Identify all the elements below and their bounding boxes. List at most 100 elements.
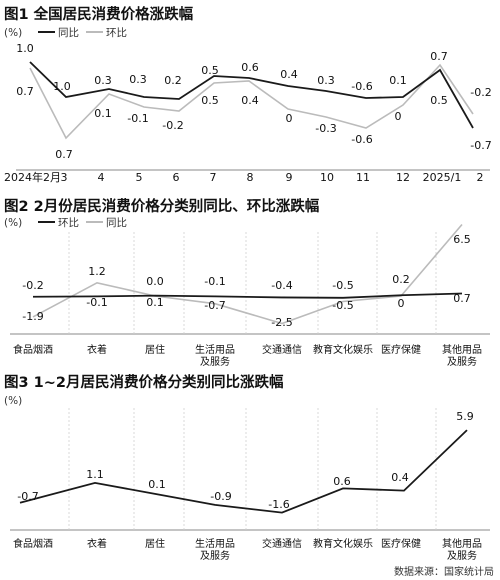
chart1-x-tick: 11	[356, 171, 370, 184]
chart1-series-yoy	[29, 61, 474, 129]
chart3-title: 图3 1~2月居民消费价格分类别同比涨跌幅	[4, 373, 284, 391]
chart3-category-label: 食品烟酒	[13, 537, 53, 550]
chart1-yoy-label: 0.3	[317, 74, 335, 87]
chart1-yoy-label: 0.1	[389, 74, 407, 87]
legend-label-yoy-2: 同比	[106, 216, 127, 229]
chart1-title: 图1 全国居民消费价格涨跌幅	[4, 5, 194, 23]
chart2-unit: (%)	[4, 217, 22, 229]
chart3-category-label: 其他用品	[442, 537, 482, 550]
chart3-yoy-label: -0.7	[17, 490, 38, 503]
chart1-x-tick: 2024年2月	[4, 170, 61, 184]
chart1-x-tick: 2	[477, 171, 484, 184]
chart2-category-label: 食品烟酒	[13, 343, 53, 356]
chart1-mom-label: -0.2	[470, 86, 491, 99]
chart1-yoy-label: 0.6	[241, 61, 259, 74]
chart2-category-label: 及服务	[447, 355, 477, 368]
chart3-yoy-label: 0.4	[391, 471, 409, 484]
chart3-category-label: 生活用品	[195, 537, 235, 550]
chart2-category-label: 居住	[145, 343, 165, 356]
source-note: 数据来源：国家统计局	[394, 565, 494, 578]
chart2-category-label: 医疗保健	[381, 343, 421, 356]
chart2-mom-label: -0.1	[86, 296, 107, 309]
chart1-mom-label: 0.7	[430, 50, 448, 63]
chart2-category-label: 及服务	[200, 355, 230, 368]
chart1-mom-label: 0.1	[94, 107, 112, 120]
chart2-series-mom	[32, 292, 463, 299]
chart2-yoy-label: 1.2	[88, 265, 106, 278]
chart1-yoy-label: -0.6	[351, 80, 372, 93]
chart1-yoy-label: 0.7	[16, 85, 34, 98]
chart3-category-label: 医疗保健	[381, 537, 421, 550]
chart3-yoy-label: 0.6	[333, 475, 351, 488]
legend-label-mom-2: 环比	[58, 216, 79, 229]
chart2-yoy-label: -1.9	[22, 310, 43, 323]
chart1-x-tick: 5	[136, 171, 143, 184]
chart1-yoy-label: 0.3	[129, 73, 147, 86]
chart2-category-label: 生活用品	[195, 343, 235, 356]
chart1-x-tick: 3	[61, 171, 68, 184]
chart1-mom-label: 1.0	[16, 42, 34, 55]
chart1-yoy-label: 0.3	[94, 74, 112, 87]
chart2-category-label: 其他用品	[442, 343, 482, 356]
chart2-mom-label: -0.5	[332, 279, 353, 292]
chart2-category-label: 教育文化娱乐	[313, 343, 373, 356]
chart1-x-tick: 4	[98, 171, 105, 184]
chart1-mom-label: -0.1	[127, 112, 148, 125]
chart1-mom-label: -0.6	[351, 133, 372, 146]
chart3-yoy-label: 1.1	[86, 468, 104, 481]
chart3-unit: (%)	[4, 395, 22, 407]
chart3-series-yoy	[19, 429, 468, 514]
chart3-category-label: 及服务	[200, 549, 230, 562]
chart2-yoy-label: 0	[398, 297, 405, 310]
chart1-x-tick: 7	[210, 171, 217, 184]
chart1-yoy-label: -0.7	[470, 139, 491, 152]
chart3-category-label: 居住	[145, 537, 165, 550]
chart3-category-label: 衣着	[87, 537, 107, 550]
chart1-x-tick: 12	[396, 171, 410, 184]
chart3-yoy-label: -1.6	[268, 498, 289, 511]
chart3-yoy-label: -0.9	[210, 490, 231, 503]
chart1-yoy-label: 0.5	[430, 94, 448, 107]
chart1-mom-label: 0	[286, 112, 293, 125]
chart1-mom-label: -0.3	[315, 122, 336, 135]
chart1-x-tick: 8	[247, 171, 254, 184]
chart2-mom-label: -0.4	[271, 279, 292, 292]
chart1-x-tick: 2025/1	[423, 171, 462, 184]
chart2-yoy-label: 6.5	[453, 233, 471, 246]
chart1-mom-label: 0	[395, 110, 402, 123]
chart1-yoy-label: 0.5	[201, 64, 219, 77]
chart2-yoy-label: -2.5	[271, 316, 292, 329]
chart1-mom-label: -0.2	[162, 119, 183, 132]
chart1-yoy-label: 0.2	[164, 74, 182, 87]
chart2-series-yoy	[32, 223, 463, 325]
chart1-mom-label: 0.4	[241, 94, 259, 107]
chart1-x-tick: 10	[320, 171, 334, 184]
chart2-mom-label: -0.1	[204, 275, 225, 288]
chart3-yoy-label: 0.1	[148, 478, 166, 491]
chart3-category-label: 交通通信	[262, 537, 302, 550]
chart3-category-label: 教育文化娱乐	[313, 537, 373, 550]
chart2-category-label: 衣着	[87, 343, 107, 356]
chart2-yoy-label: -0.7	[204, 299, 225, 312]
chart2-yoy-label: -0.5	[332, 299, 353, 312]
chart2-title: 图2 2月份居民消费价格分类别同比、环比涨跌幅	[4, 197, 320, 215]
chart1-x-tick: 9	[286, 171, 293, 184]
legend-label-mom-1: 环比	[106, 26, 127, 39]
chart2-mom-label: 0.1	[146, 296, 164, 309]
chart2-category-label: 交通通信	[262, 343, 302, 356]
chart2-yoy-label: 0.0	[146, 275, 164, 288]
chart2-mom-label: -0.2	[22, 279, 43, 292]
legend-label-yoy-1: 同比	[58, 26, 79, 39]
chart1-yoy-label: 0.4	[280, 68, 298, 81]
chart3-category-label: 及服务	[447, 549, 477, 562]
chart2-mom-label: 0.7	[453, 292, 471, 305]
chart1-series-mom	[29, 63, 474, 140]
chart1-mom-label: 0.5	[201, 94, 219, 107]
chart1-mom-label: 0.7	[55, 148, 73, 161]
chart1-yoy-label: 1.0	[53, 80, 71, 93]
chart3-yoy-label: 5.9	[456, 410, 474, 423]
chart2-mom-label: 0.2	[392, 273, 410, 286]
chart1-x-tick: 6	[173, 171, 180, 184]
chart1-unit: (%)	[4, 27, 22, 39]
